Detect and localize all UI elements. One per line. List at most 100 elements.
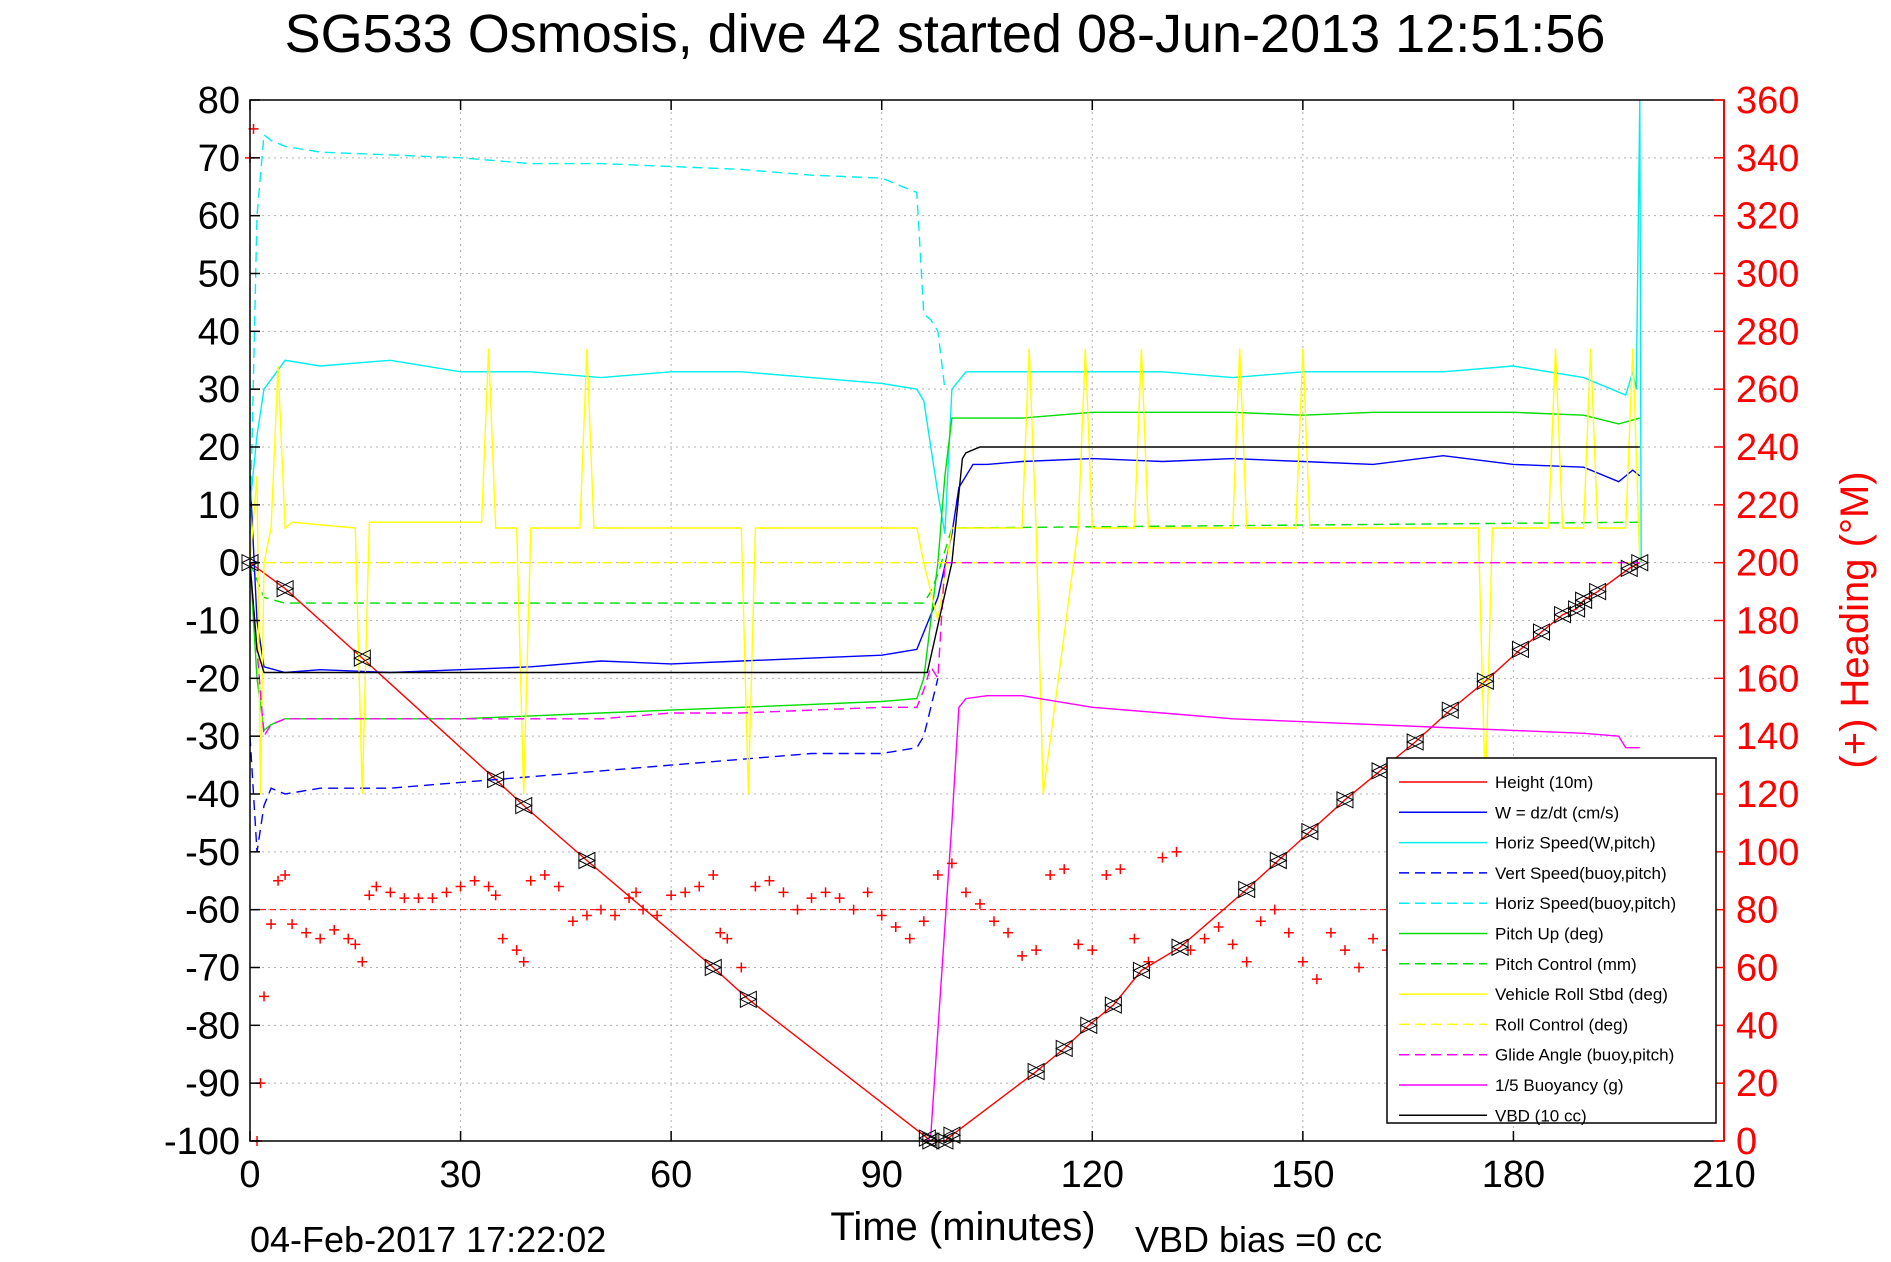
heading-point [1213,922,1224,933]
right-y-tick-label: 280 [1736,311,1799,353]
right-y-tick-label: 180 [1736,601,1799,643]
y-tick-label: -20 [185,658,240,700]
heading-point [722,933,733,944]
x-tick-label: 90 [861,1154,903,1196]
height-marker-left [1553,605,1572,624]
height-marker-left [1588,582,1607,601]
heading-point [918,916,929,927]
height-marker-left [486,770,505,789]
heading-point [848,904,859,915]
right-y-tick-label: 0 [1736,1121,1757,1163]
series-line-vbd-10-cc [249,446,1640,674]
heading-point [595,904,606,915]
heading-point [960,887,971,898]
heading-point [518,956,529,967]
markers-group [240,553,1649,1150]
x-tick-label: 150 [1271,1154,1334,1196]
legend-label: VBD (10 cc) [1495,1106,1587,1125]
heading-point [708,869,719,880]
heading-point [413,893,424,904]
right-y-axis-label: (+) Heading (°M) [1833,471,1877,768]
x-tick-label: 60 [650,1154,692,1196]
height-marker-left [275,579,294,598]
right-y-tick-label: 100 [1736,832,1799,874]
y-tick-label: 80 [198,80,240,122]
legend-label: Height (10m) [1495,773,1593,792]
height-marker-left [1170,938,1189,957]
y-tick-label: -30 [185,716,240,758]
right-y-tick-label: 60 [1736,948,1778,990]
x-tick-label: 30 [439,1154,481,1196]
heading-point [301,927,312,938]
chart-title: SG533 Osmosis, dive 42 started 08-Jun-20… [285,4,1606,64]
right-y-tick-label: 320 [1736,196,1799,238]
y-tick-label: -90 [185,1063,240,1105]
height-marker-left [1300,822,1319,841]
heading-point [1115,864,1126,875]
heading-point [455,881,466,892]
y-tick-label: 70 [198,138,240,180]
y-tick-label: 0 [219,543,240,585]
right-y-tick-label: 260 [1736,369,1799,411]
heading-point [364,890,375,901]
y-tick-label: 60 [198,196,240,238]
heading-point [764,875,775,886]
heading-point [511,945,522,956]
heading-point [680,887,691,898]
height-marker-left [1441,701,1459,719]
height-marker-left [1630,553,1649,572]
vbd-bias-label: VBD bias =0 cc [1135,1219,1382,1260]
right-y-tick-label: 340 [1736,138,1799,180]
heading-point [1354,962,1365,973]
heading-point [1045,869,1056,880]
heading-point [567,916,578,927]
heading-point [638,904,649,915]
heading-point [1241,956,1252,967]
heading-point [1297,956,1308,967]
heading-point [1185,945,1196,956]
x-tick-label: 180 [1482,1154,1545,1196]
heading-point [932,869,943,880]
right-y-tick-label: 140 [1736,716,1799,758]
legend-box [1386,757,1717,1124]
heading-point [329,924,340,935]
heading-point [315,933,326,944]
height-marker-left [1574,591,1593,610]
heading-point [1255,916,1266,927]
heading-point [1269,904,1280,915]
heading-point [539,869,550,880]
heading-point [266,919,277,930]
heading-point [1143,956,1154,967]
heading-point [890,922,901,933]
height-marker-left [1055,1039,1073,1058]
right-y-tick-label: 80 [1736,890,1778,932]
heading-point [989,916,1000,927]
series-line-horiz-speed-buoy-pitch [249,133,946,534]
y-tick-label: 10 [198,485,240,527]
height-marker-left [1532,623,1550,641]
y-tick-label: -60 [185,890,240,932]
heading-point [343,933,354,944]
height-marker-left [514,796,533,815]
height-marker-left [1406,733,1424,751]
legend-label: Roll Control (deg) [1495,1015,1628,1034]
heading-point [399,893,410,904]
heading-point [490,890,501,901]
heading-point [581,910,592,921]
height-marker-left [1269,851,1287,870]
right-y-tick-label: 200 [1736,543,1799,585]
right-y-tick-label: 40 [1736,1005,1778,1047]
height-marker-left [1335,790,1354,809]
x-tick-labels: 0 30 60 90 120 150 180 210 [239,100,1756,1196]
heading-point [357,956,368,967]
heading-point [287,919,298,930]
series-line-1-5-buoyancy-g [926,695,1640,1142]
x-tick-label: 0 [239,1154,260,1196]
y-tick-label: -100 [164,1121,240,1163]
y-tick-label: 30 [198,369,240,411]
heading-point [1017,950,1028,961]
legend-label: Horiz Speed(W,pitch) [1495,834,1656,853]
heading-point [715,927,726,938]
series-line-vert-speed-buoy-pitch [249,678,939,852]
